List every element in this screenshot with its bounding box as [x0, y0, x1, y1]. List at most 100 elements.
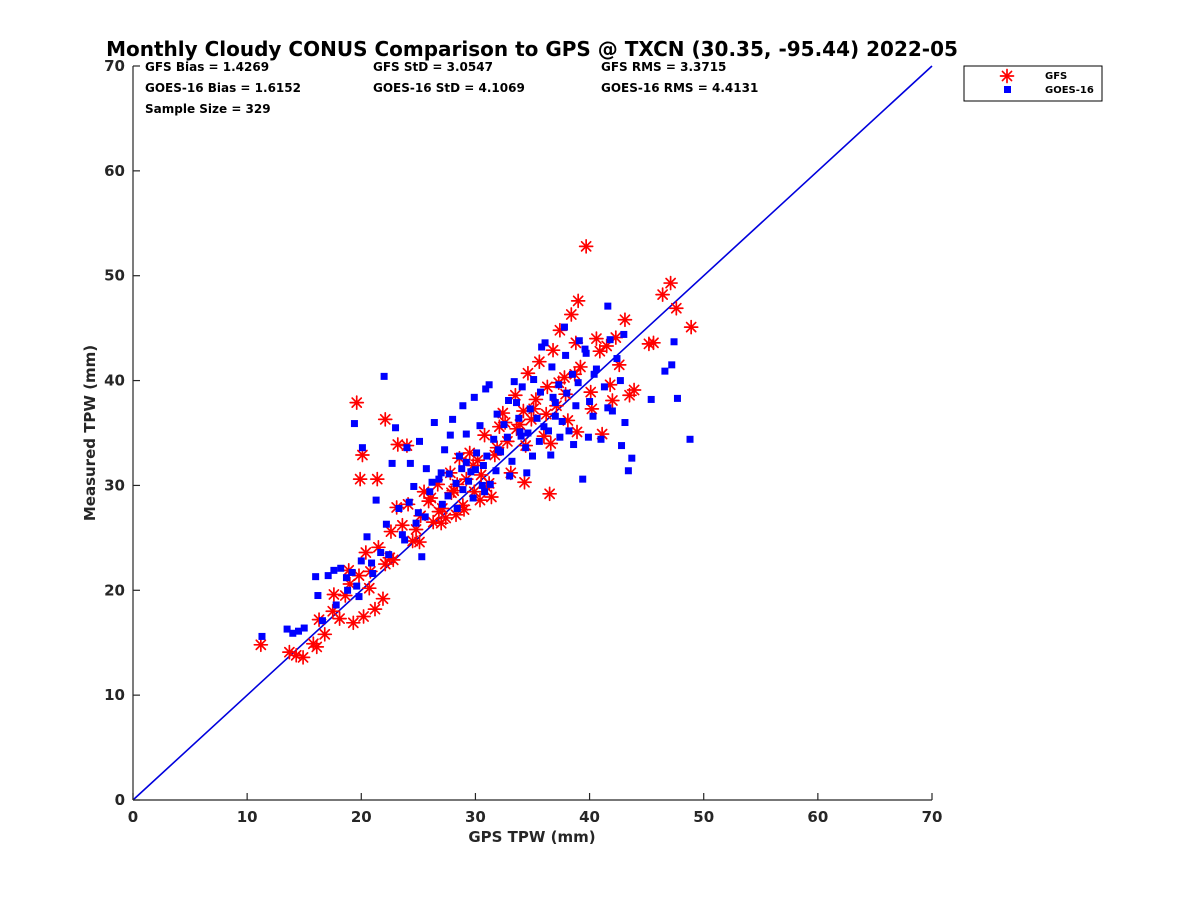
goes16-point [572, 402, 580, 410]
goes16-point [318, 617, 326, 625]
goes16-point [505, 396, 513, 404]
goes16-point [581, 345, 589, 353]
goes16-point [600, 383, 608, 391]
goes16-point [618, 442, 626, 450]
goes16-point [589, 412, 597, 420]
goes16-point [590, 370, 598, 378]
gfs-point [390, 437, 406, 452]
goes16-point [510, 378, 518, 386]
goes16-point [471, 466, 479, 474]
goes16-point [486, 480, 494, 488]
goes16-point [476, 422, 484, 430]
gfs-point [369, 471, 385, 487]
goes16-series [258, 302, 694, 640]
goes16-point [470, 393, 478, 401]
goes16-point [555, 381, 563, 389]
gfs-point [517, 474, 532, 490]
goes16-point [283, 625, 291, 633]
gfs-point [351, 568, 367, 583]
goes16-point [382, 520, 390, 528]
gfs-point [543, 436, 559, 451]
legend-goes16-marker [1004, 86, 1011, 93]
goes16-point [372, 496, 380, 504]
goes16-point [582, 349, 590, 357]
goes16-point [570, 441, 578, 449]
goes16-point [621, 419, 629, 427]
gfs-point [377, 412, 393, 427]
goes16-point [458, 465, 466, 473]
goes16-point [483, 452, 491, 460]
y-tick-label: 60 [104, 162, 125, 180]
goes16-point [506, 472, 514, 480]
gfs-point [492, 419, 507, 435]
x-axis-label: GPS TPW (mm) [468, 828, 595, 846]
goes16-point [549, 393, 557, 401]
goes16-point [540, 423, 548, 431]
goes16-point [406, 459, 414, 467]
goes16-point [508, 457, 516, 465]
goes16-point [670, 338, 678, 346]
goes16-point [428, 478, 436, 486]
gfs-point [349, 395, 365, 410]
goes16-point [350, 420, 358, 428]
y-tick-label: 20 [104, 581, 125, 599]
goes16-point [524, 429, 532, 437]
goes16-point [482, 385, 490, 393]
goes16-point [445, 470, 453, 478]
y-tick-label: 30 [104, 476, 125, 494]
gfs-point [542, 486, 557, 502]
goes16-point [401, 536, 409, 544]
goes16-point [541, 339, 549, 347]
goes16-point [526, 405, 534, 413]
stats-annotations: GFS Bias = 1.4269 GFS StD = 3.0547 GFS RMS… [145, 60, 758, 116]
gfs-point [355, 447, 370, 463]
gfs-point [352, 471, 368, 487]
gfs-point [253, 637, 269, 653]
goes16-point [258, 632, 266, 640]
goes16-point [533, 414, 541, 422]
goes16-point [579, 475, 587, 483]
goes16-point [492, 467, 500, 475]
gfs-point [477, 427, 492, 443]
gfs-point [668, 300, 684, 316]
legend-gfs-asterisk [999, 68, 1015, 84]
goes16-point [412, 519, 420, 527]
goes16-point [503, 433, 511, 441]
goes16-point [414, 509, 422, 517]
goes16-point [330, 566, 338, 574]
x-tick-label: 50 [693, 808, 714, 826]
gfs-point [383, 524, 399, 539]
goes16-point [673, 394, 681, 402]
goes16-point [459, 486, 467, 494]
goes16-point [369, 570, 377, 578]
gfs-point [569, 424, 585, 440]
goes16-point [661, 367, 669, 375]
y-tick-label: 50 [104, 267, 125, 285]
goes16-point [493, 410, 501, 418]
goes16-point [348, 568, 356, 576]
goes16-point [295, 627, 303, 635]
goes16-point [358, 444, 366, 452]
legend: GFS GOES-16 [963, 65, 1103, 102]
y-tick-label: 10 [104, 686, 125, 704]
goes16-point [289, 629, 297, 637]
goes16-point [647, 395, 655, 403]
goes16-point [490, 435, 498, 443]
goes16-point [529, 452, 536, 460]
gfs-point [367, 601, 383, 617]
goes16-point [392, 424, 400, 432]
goes16-point [452, 479, 460, 487]
goes16-point [453, 504, 461, 512]
goes16-point [592, 365, 600, 373]
goes16-point [575, 337, 583, 345]
goes16-point [479, 462, 487, 470]
goes16-point [522, 444, 530, 452]
goes16-point [324, 572, 332, 580]
goes16-point [337, 564, 345, 572]
goes16-point [604, 302, 612, 310]
goes16-point [312, 573, 320, 581]
gfs-point [345, 615, 361, 631]
goes16-point [435, 475, 443, 483]
gfs-point [332, 611, 347, 626]
goes16-point [478, 481, 486, 489]
